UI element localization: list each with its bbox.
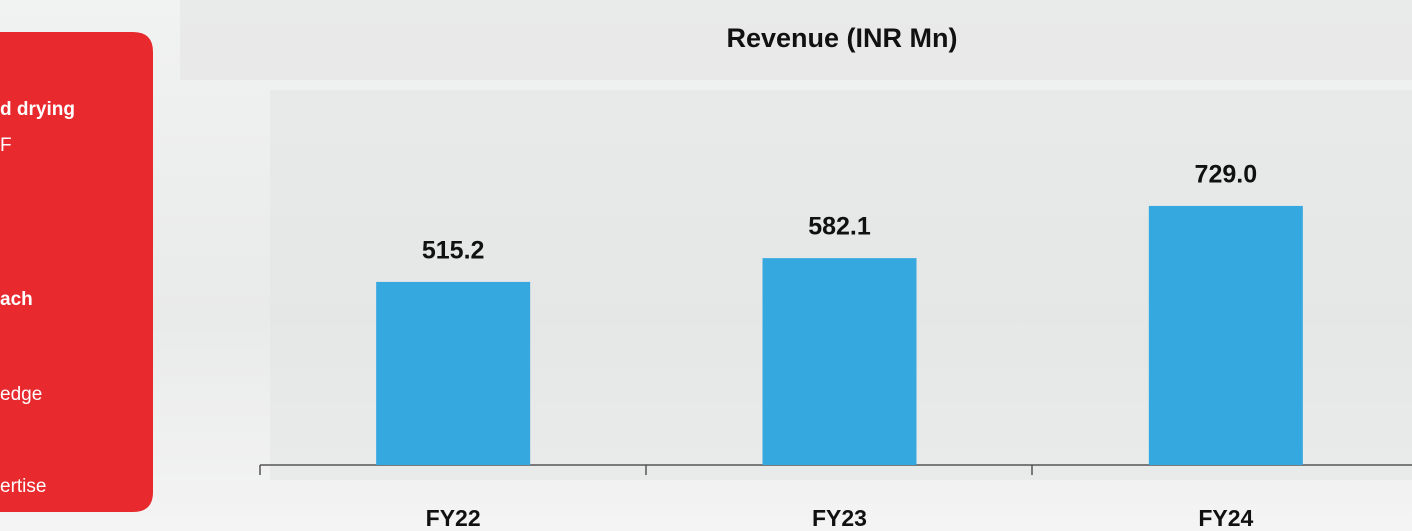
x-tick-label: FY23 bbox=[812, 505, 867, 531]
side-panel bbox=[0, 32, 153, 512]
panel-text: F bbox=[0, 135, 12, 156]
x-tick-label: FY22 bbox=[426, 505, 481, 531]
data-label: 729.0 bbox=[1195, 161, 1258, 189]
bar bbox=[762, 258, 917, 465]
panel-text: ertise bbox=[0, 476, 46, 497]
x-tick-label: FY24 bbox=[1198, 505, 1253, 531]
machine-top bbox=[180, 0, 1412, 80]
panel-text: d drying bbox=[0, 99, 75, 120]
data-label: 515.2 bbox=[422, 237, 485, 265]
bar bbox=[1148, 205, 1303, 465]
panel-text: edge bbox=[0, 384, 42, 405]
bar bbox=[376, 281, 531, 465]
panel-text: ach bbox=[0, 289, 33, 310]
chart-title: Revenue (INR Mn) bbox=[726, 23, 957, 53]
data-label: 582.1 bbox=[808, 213, 871, 241]
